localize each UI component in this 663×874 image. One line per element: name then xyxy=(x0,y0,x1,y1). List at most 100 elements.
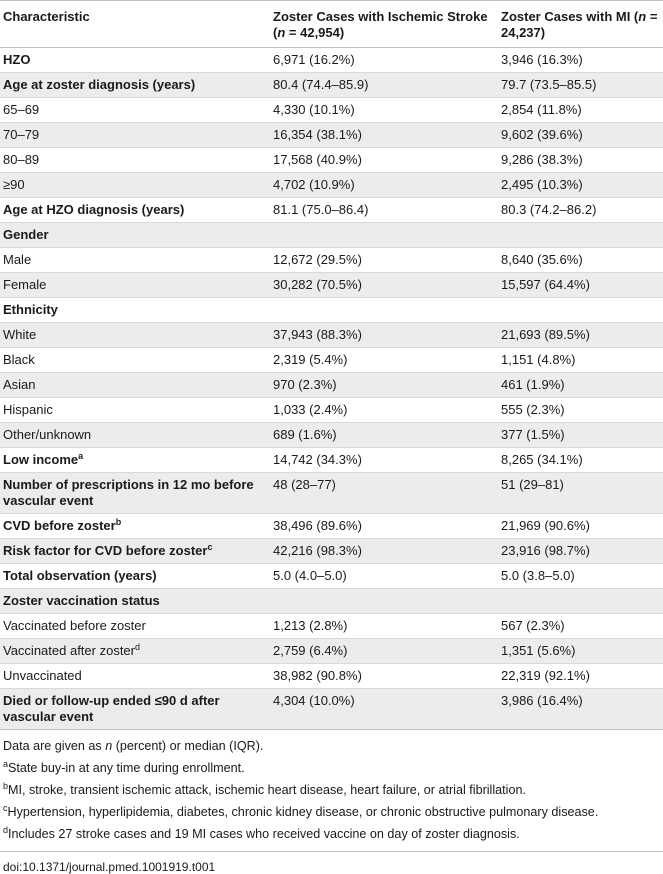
stroke-value: 14,742 (34.3%) xyxy=(270,447,498,473)
mi-value: 80.3 (74.2–86.2) xyxy=(498,197,663,223)
table-row: 65–69 4,330 (10.1%) 2,854 (11.8%) xyxy=(0,97,663,123)
table-row: Low incomea 14,742 (34.3%) 8,265 (34.1%) xyxy=(0,447,663,473)
header-mi-cases: Zoster Cases with MI (n = 24,237) xyxy=(498,0,663,48)
row-label: Asian xyxy=(0,372,270,398)
stroke-value: 12,672 (29.5%) xyxy=(270,247,498,273)
row-label: 65–69 xyxy=(0,97,270,123)
table-row: Female 30,282 (70.5%) 15,597 (64.4%) xyxy=(0,272,663,298)
row-label: Age at HZO diagnosis (years) xyxy=(0,197,270,223)
mi-value: 3,986 (16.4%) xyxy=(498,688,663,730)
row-label: CVD before zosterb xyxy=(0,513,270,539)
stroke-value xyxy=(270,222,498,248)
header-stroke-cases: Zoster Cases with Ischemic Stroke (n = 4… xyxy=(270,0,498,48)
table-footnotes: Data are given as n (percent) or median … xyxy=(0,730,663,843)
mi-value: 23,916 (98.7%) xyxy=(498,538,663,564)
doi-link[interactable]: doi:10.1371/journal.pmed.1001919.t001 xyxy=(0,851,663,874)
mi-value: 555 (2.3%) xyxy=(498,397,663,423)
header-characteristic: Characteristic xyxy=(0,0,270,48)
mi-value: 8,640 (35.6%) xyxy=(498,247,663,273)
mi-value: 21,693 (89.5%) xyxy=(498,322,663,348)
stroke-value: 38,496 (89.6%) xyxy=(270,513,498,539)
mi-value: 9,602 (39.6%) xyxy=(498,122,663,148)
stroke-value: 970 (2.3%) xyxy=(270,372,498,398)
mi-value: 1,151 (4.8%) xyxy=(498,347,663,373)
stroke-value: 81.1 (75.0–86.4) xyxy=(270,197,498,223)
table-row: Vaccinated after zosterd 2,759 (6.4%) 1,35… xyxy=(0,638,663,664)
mi-value: 21,969 (90.6%) xyxy=(498,513,663,539)
stroke-value: 5.0 (4.0–5.0) xyxy=(270,563,498,589)
table-row: White 37,943 (88.3%) 21,693 (89.5%) xyxy=(0,322,663,348)
mi-value: 9,286 (38.3%) xyxy=(498,147,663,173)
row-label: Zoster vaccination status xyxy=(0,588,270,614)
row-label: Age at zoster diagnosis (years) xyxy=(0,72,270,98)
stroke-value: 4,702 (10.9%) xyxy=(270,172,498,198)
mi-value: 3,946 (16.3%) xyxy=(498,47,663,73)
mi-value: 461 (1.9%) xyxy=(498,372,663,398)
mi-value: 8,265 (34.1%) xyxy=(498,447,663,473)
table-row: Total observation (years) 5.0 (4.0–5.0) 5.… xyxy=(0,563,663,589)
stroke-value: 37,943 (88.3%) xyxy=(270,322,498,348)
row-label: Male xyxy=(0,247,270,273)
stroke-value: 42,216 (98.3%) xyxy=(270,538,498,564)
row-label: Ethnicity xyxy=(0,297,270,323)
mi-value: 15,597 (64.4%) xyxy=(498,272,663,298)
footnote-data: Data are given as n (percent) or median … xyxy=(3,739,264,753)
table-row: Vaccinated before zoster 1,213 (2.8%) 567 … xyxy=(0,613,663,639)
mi-value: 2,495 (10.3%) xyxy=(498,172,663,198)
row-label: Vaccinated before zoster xyxy=(0,613,270,639)
row-label: Number of prescriptions in 12 mo before … xyxy=(0,472,270,514)
stroke-value: 6,971 (16.2%) xyxy=(270,47,498,73)
mi-value: 2,854 (11.8%) xyxy=(498,97,663,123)
table-row: Age at zoster diagnosis (years) 80.4 (74.… xyxy=(0,72,663,98)
row-label: Risk factor for CVD before zosterc xyxy=(0,538,270,564)
mi-value xyxy=(498,588,663,614)
row-label: Hispanic xyxy=(0,397,270,423)
mi-value: 377 (1.5%) xyxy=(498,422,663,448)
table-row: Zoster vaccination status xyxy=(0,588,663,614)
stroke-value: 1,033 (2.4%) xyxy=(270,397,498,423)
table-row: Risk factor for CVD before zosterc 42,216… xyxy=(0,538,663,564)
row-label: Low incomea xyxy=(0,447,270,473)
table-row: Asian 970 (2.3%) 461 (1.9%) xyxy=(0,372,663,398)
row-label: Female xyxy=(0,272,270,298)
mi-value: 1,351 (5.6%) xyxy=(498,638,663,664)
table-row: 70–79 16,354 (38.1%) 9,602 (39.6%) xyxy=(0,122,663,148)
row-label: 70–79 xyxy=(0,122,270,148)
characteristics-table: Characteristic Zoster Cases with Ischemi… xyxy=(0,0,663,730)
footnote-d: dIncludes 27 stroke cases and 19 MI case… xyxy=(3,825,520,842)
stroke-value: 1,213 (2.8%) xyxy=(270,613,498,639)
footnote-b: bMI, stroke, transient ischemic attack, … xyxy=(3,781,526,798)
table-row: Black 2,319 (5.4%) 1,151 (4.8%) xyxy=(0,347,663,373)
footnote-c: cHypertension, hyperlipidemia, diabetes,… xyxy=(3,803,599,820)
mi-value xyxy=(498,297,663,323)
table-row: HZO 6,971 (16.2%) 3,946 (16.3%) xyxy=(0,47,663,73)
table-row: 80–89 17,568 (40.9%) 9,286 (38.3%) xyxy=(0,147,663,173)
table-row: Died or follow-up ended ≤90 d after vasc… xyxy=(0,688,663,730)
stroke-value: 38,982 (90.8%) xyxy=(270,663,498,689)
mi-value: 5.0 (3.8–5.0) xyxy=(498,563,663,589)
mi-value: 51 (29–81) xyxy=(498,472,663,514)
table-row: Unvaccinated 38,982 (90.8%) 22,319 (92.1%) xyxy=(0,663,663,689)
table-row: Hispanic 1,033 (2.4%) 555 (2.3%) xyxy=(0,397,663,423)
stroke-value: 4,304 (10.0%) xyxy=(270,688,498,730)
row-label: Gender xyxy=(0,222,270,248)
stroke-value: 30,282 (70.5%) xyxy=(270,272,498,298)
row-label: HZO xyxy=(0,47,270,73)
stroke-value: 48 (28–77) xyxy=(270,472,498,514)
footnote-a: aState buy-in at any time during enrollm… xyxy=(3,759,245,776)
row-label: Other/unknown xyxy=(0,422,270,448)
table-row: Other/unknown 689 (1.6%) 377 (1.5%) xyxy=(0,422,663,448)
stroke-value xyxy=(270,588,498,614)
row-label: Total observation (years) xyxy=(0,563,270,589)
row-label: Died or follow-up ended ≤90 d after vasc… xyxy=(0,688,270,730)
stroke-value: 17,568 (40.9%) xyxy=(270,147,498,173)
table-row: Age at HZO diagnosis (years) 81.1 (75.0–8… xyxy=(0,197,663,223)
table-row: ≥90 4,702 (10.9%) 2,495 (10.3%) xyxy=(0,172,663,198)
table-row: Gender xyxy=(0,222,663,248)
table-row: CVD before zosterb 38,496 (89.6%) 21,969 (… xyxy=(0,513,663,539)
table-row: Number of prescriptions in 12 mo before … xyxy=(0,472,663,514)
row-label: 80–89 xyxy=(0,147,270,173)
stroke-value: 4,330 (10.1%) xyxy=(270,97,498,123)
row-label: ≥90 xyxy=(0,172,270,198)
